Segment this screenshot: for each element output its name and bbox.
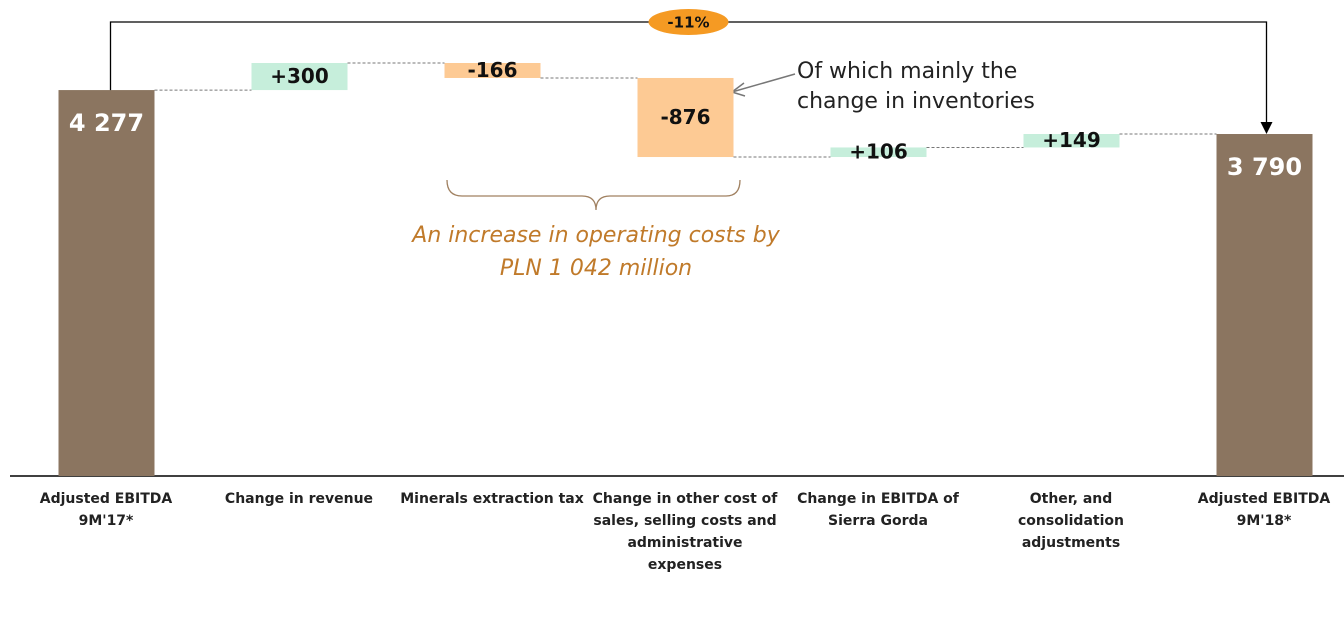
change-arrowhead	[1260, 122, 1273, 135]
x-tick-label: Adjusted EBITDA 9M'18*	[1197, 491, 1331, 529]
value-label: 4 277	[69, 109, 144, 137]
x-tick-label: Adjusted EBITDA 9M'17*	[39, 491, 173, 529]
brace	[446, 179, 741, 211]
brace-text: PLN 1 042 million	[500, 256, 692, 281]
bar	[637, 77, 734, 158]
x-tick-label: Minerals extraction tax	[400, 491, 584, 507]
bar	[830, 147, 927, 158]
value-label: +300	[270, 64, 329, 88]
x-tick-label: Change in revenue	[224, 491, 374, 507]
brace-text: An increase in operating costs by	[410, 223, 780, 248]
change-badge	[648, 9, 729, 35]
value-label: 3 790	[1227, 153, 1302, 181]
bar	[1216, 134, 1313, 476]
bar	[58, 90, 155, 476]
callout: change in inventories	[797, 89, 1035, 114]
x-tick-label: Other, and consolidation adjustments	[1018, 491, 1124, 551]
callout-arrow	[731, 73, 796, 93]
bar	[1023, 134, 1120, 148]
callout: Of which mainly the	[797, 59, 1017, 84]
callout-arrowhead	[731, 82, 746, 97]
change-label: -11%	[667, 14, 709, 32]
x-tick-label: Change in EBITDA of Sierra Gorda	[797, 491, 959, 529]
value-label: +106	[849, 140, 908, 164]
x-tick-label: Change in other cost of sales, selling c…	[592, 491, 778, 573]
bar	[444, 63, 541, 78]
value-label: -166	[467, 58, 517, 82]
value-label: -876	[660, 105, 710, 129]
bar	[251, 63, 348, 91]
value-label: +149	[1042, 128, 1101, 152]
